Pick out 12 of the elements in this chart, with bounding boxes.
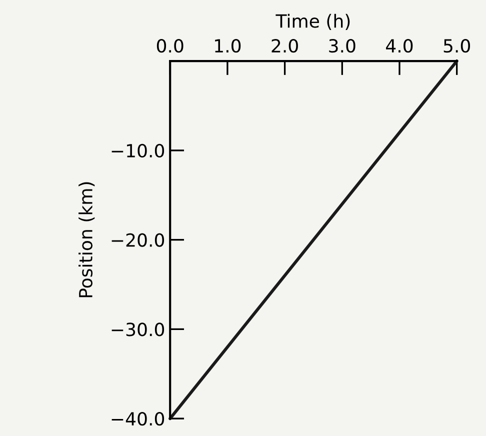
y-tick-label: −20.0 [112, 233, 164, 247]
x-tick-label: 2.0 [272, 39, 298, 53]
x-tick-label: 1.0 [215, 39, 241, 53]
x-tick-label: 0.0 [156, 39, 184, 53]
x-tick-label: 5.0 [444, 39, 470, 53]
x-axis-title: Time (h) [276, 14, 350, 30]
y-tick-label: −40.0 [112, 412, 164, 426]
y-tick-label: −30.0 [112, 322, 164, 336]
x-tick-label: 3.0 [329, 39, 356, 53]
y-axis-title: Position (km) [78, 182, 95, 298]
y-tick-label: −10.0 [112, 144, 164, 158]
x-tick-label: 4.0 [386, 39, 413, 53]
